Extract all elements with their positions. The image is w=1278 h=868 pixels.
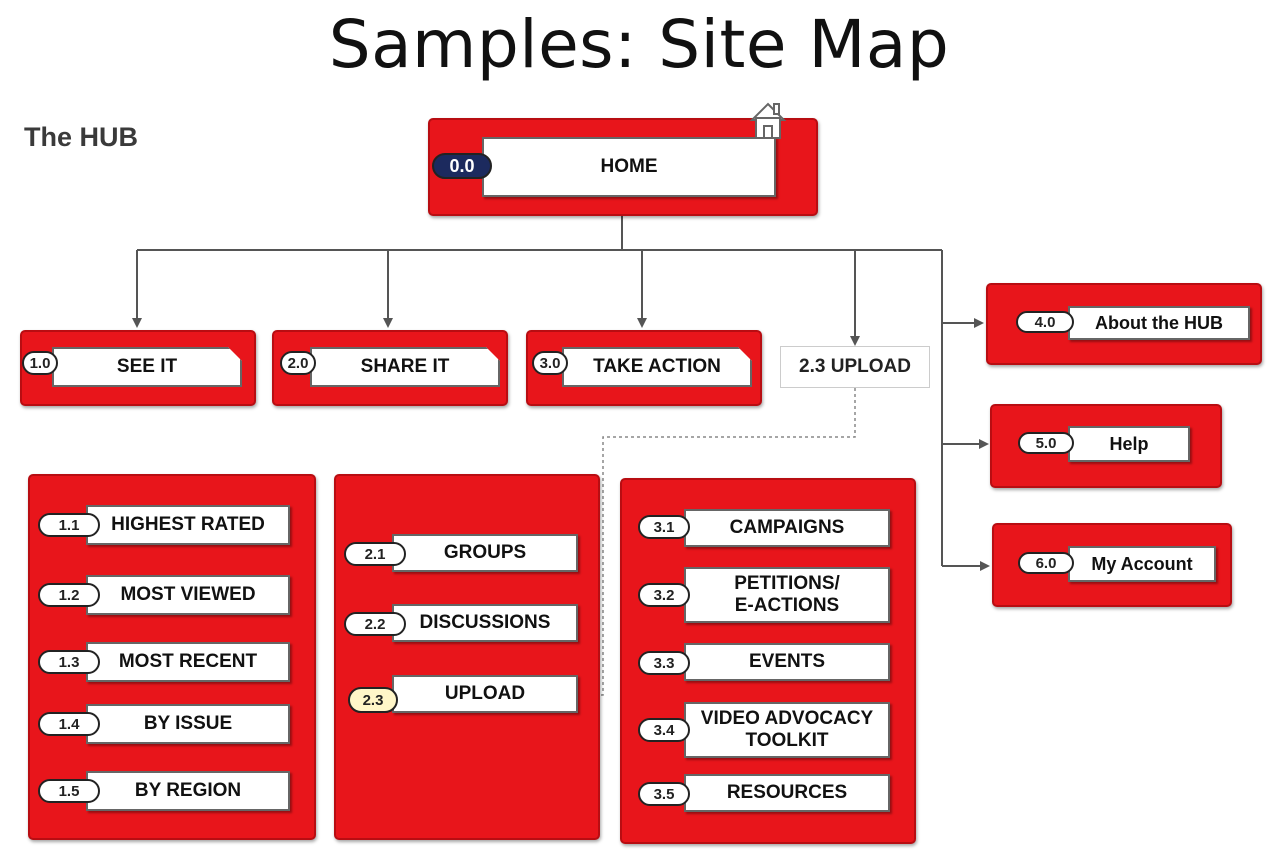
share-it-child-1[interactable]: 2.1 GROUPS (344, 534, 580, 572)
page-subtitle: The HUB (24, 122, 138, 152)
account-label: My Account (1068, 546, 1216, 582)
child-label: UPLOAD (392, 675, 578, 713)
share-it-label: SHARE IT (310, 347, 500, 387)
share-it-child-3[interactable]: 2.3 UPLOAD (348, 675, 580, 713)
take-action-child-1[interactable]: 3.1 CAMPAIGNS (638, 509, 892, 547)
home-node[interactable]: 0.0 HOME (432, 137, 778, 197)
child-label: BY ISSUE (86, 704, 290, 744)
child-label: VIDEO ADVOCACY TOOLKIT (684, 702, 890, 758)
take-action-child-5[interactable]: 3.5 RESOURCES (638, 774, 892, 812)
take-action-child-2[interactable]: 3.2 PETITIONS/ E-ACTIONS (638, 567, 892, 623)
take-action-number-pill: 3.0 (532, 351, 568, 375)
see-it-child-2[interactable]: 1.2 MOST VIEWED (38, 575, 292, 615)
child-number-pill: 1.3 (38, 650, 100, 674)
share-it-child-2[interactable]: 2.2 DISCUSSIONS (344, 604, 580, 642)
account-number-pill: 6.0 (1018, 552, 1074, 574)
see-it-number-pill: 1.0 (22, 351, 58, 375)
see-it-node[interactable]: 1.0 SEE IT (22, 347, 244, 385)
upload-link-label[interactable]: 2.3 UPLOAD (780, 346, 930, 388)
share-it-node[interactable]: 2.0 SHARE IT (280, 347, 502, 385)
help-label: Help (1068, 426, 1190, 462)
about-label: About the HUB (1068, 306, 1250, 340)
child-number-pill: 2.3 (348, 687, 398, 713)
child-number-pill: 1.5 (38, 779, 100, 803)
child-label: MOST VIEWED (86, 575, 290, 615)
take-action-node[interactable]: 3.0 TAKE ACTION (532, 347, 754, 385)
home-label: HOME (482, 137, 776, 197)
child-label: RESOURCES (684, 774, 890, 812)
child-number-pill: 1.4 (38, 712, 100, 736)
take-action-label: TAKE ACTION (562, 347, 752, 387)
child-label: PETITIONS/ E-ACTIONS (684, 567, 890, 623)
help-node[interactable]: 5.0 Help (1018, 426, 1190, 464)
child-label: MOST RECENT (86, 642, 290, 682)
house-icon (749, 102, 787, 139)
see-it-child-5[interactable]: 1.5 BY REGION (38, 771, 292, 811)
share-it-children-box (334, 474, 600, 840)
page-title: Samples: Site Map (328, 6, 950, 83)
about-number-pill: 4.0 (1016, 311, 1074, 333)
child-number-pill: 1.2 (38, 583, 100, 607)
help-number-pill: 5.0 (1018, 432, 1074, 454)
child-number-pill: 3.1 (638, 515, 690, 539)
child-label: GROUPS (392, 534, 578, 572)
child-number-pill: 3.3 (638, 651, 690, 675)
home-number-pill: 0.0 (432, 153, 492, 179)
child-label: EVENTS (684, 643, 890, 681)
child-number-pill: 1.1 (38, 513, 100, 537)
share-it-number-pill: 2.0 (280, 351, 316, 375)
child-number-pill: 2.1 (344, 542, 406, 566)
account-node[interactable]: 6.0 My Account (1018, 546, 1218, 584)
child-label: DISCUSSIONS (392, 604, 578, 642)
about-node[interactable]: 4.0 About the HUB (1016, 306, 1250, 344)
child-label: CAMPAIGNS (684, 509, 890, 547)
see-it-child-1[interactable]: 1.1 HIGHEST RATED (38, 505, 292, 545)
see-it-label: SEE IT (52, 347, 242, 387)
child-number-pill: 3.2 (638, 583, 690, 607)
child-number-pill: 2.2 (344, 612, 406, 636)
child-label: BY REGION (86, 771, 290, 811)
child-label: HIGHEST RATED (86, 505, 290, 545)
see-it-child-3[interactable]: 1.3 MOST RECENT (38, 642, 292, 682)
child-number-pill: 3.4 (638, 718, 690, 742)
see-it-child-4[interactable]: 1.4 BY ISSUE (38, 704, 292, 744)
child-number-pill: 3.5 (638, 782, 690, 806)
take-action-child-3[interactable]: 3.3 EVENTS (638, 643, 892, 681)
take-action-child-4[interactable]: 3.4 VIDEO ADVOCACY TOOLKIT (638, 702, 892, 758)
